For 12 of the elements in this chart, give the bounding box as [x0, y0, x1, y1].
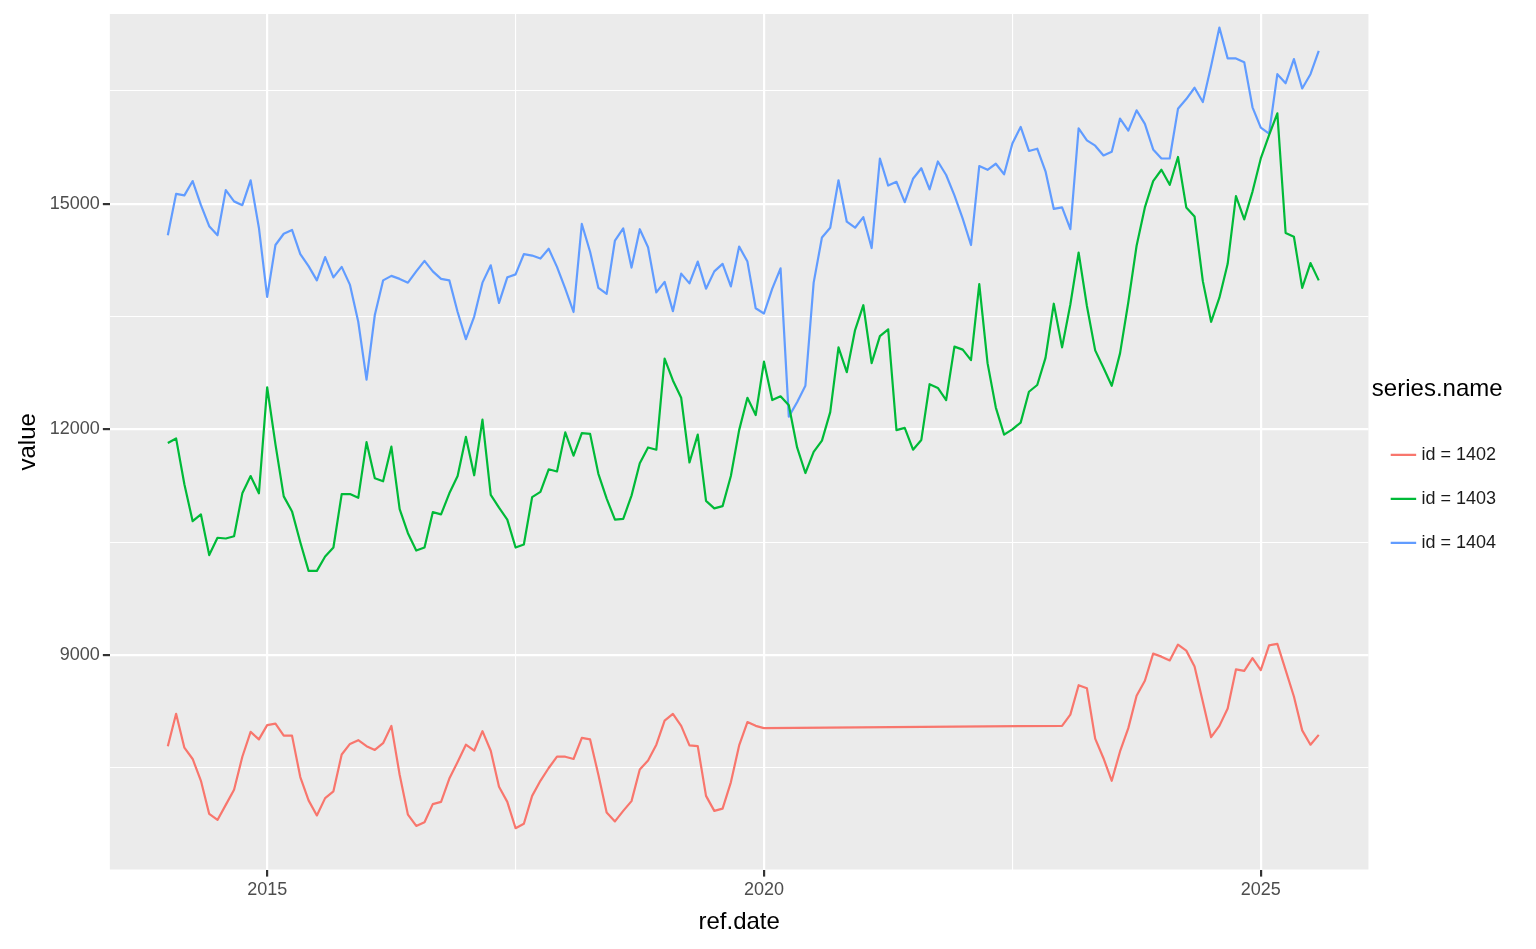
x-tick-label: 2020: [743, 879, 785, 900]
y-tick-label: 9000: [59, 644, 100, 665]
legend-label: id = 1402: [1421, 443, 1497, 464]
x-tick-label: 2015: [247, 879, 288, 900]
x-tick-label: 2025: [1240, 879, 1281, 900]
y-tick-label: 15000: [49, 192, 100, 213]
legend-label: id = 1403: [1421, 487, 1497, 508]
y-axis-title: value: [13, 413, 41, 471]
legend-label: id = 1404: [1421, 531, 1497, 552]
legend-title: series.name: [1371, 373, 1503, 401]
y-tick-label: 12000: [49, 418, 100, 439]
x-axis-title: ref.date: [698, 907, 780, 935]
